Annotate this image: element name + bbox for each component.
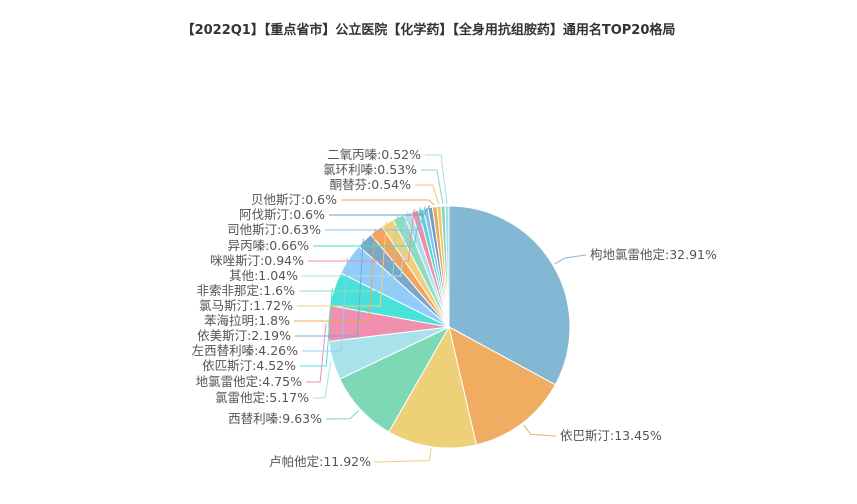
leader-line — [313, 207, 421, 247]
slice-label: 酮替芬:0.54% — [330, 177, 412, 192]
leader-line — [313, 361, 332, 399]
leader-line — [308, 208, 415, 262]
slice-label: 地氯雷他定:4.75% — [196, 374, 303, 389]
leader-line — [341, 199, 435, 206]
slice-labels: 枸地氯雷他定:32.91% 依巴斯汀:13.45% 卢帕他定:11.92% 西替利嗪:… — [192, 147, 717, 469]
leader-line — [329, 205, 431, 216]
leader-line — [294, 228, 376, 322]
slice-label: 司他斯汀:0.63% — [227, 222, 321, 237]
leader-line — [523, 424, 557, 437]
pie-slice[interactable] — [448, 326, 557, 446]
pie-slice[interactable] — [388, 325, 477, 449]
leader-line — [300, 288, 333, 367]
slice-label: 二氧丙嗪:0.52% — [327, 147, 421, 162]
slice-label: 其他:1.04% — [229, 268, 298, 283]
slice-label: 氯雷他定:5.17% — [215, 390, 309, 405]
slice-label: 依美斯汀:2.19% — [197, 328, 291, 343]
pie-slice[interactable] — [444, 205, 450, 328]
leader-line — [306, 323, 327, 383]
slice-label: 氯马斯汀:1.72% — [199, 298, 293, 313]
slice-label: 依巴斯汀:13.45% — [560, 428, 662, 443]
leader-line — [421, 169, 444, 205]
label-leader-lines — [294, 154, 587, 463]
slice-label: 阿伐斯汀:0.6% — [239, 207, 325, 222]
slice-label: 西替利嗪:9.63% — [228, 411, 322, 426]
slice-label: 枸地氯雷他定:32.91% — [590, 247, 717, 262]
leader-line — [325, 206, 426, 231]
leader-line — [299, 215, 399, 292]
slice-label: 卢帕他定:11.92% — [269, 454, 371, 469]
leader-line — [325, 410, 360, 420]
slice-label: 左西替利嗪:4.26% — [192, 343, 299, 358]
leader-line — [374, 448, 432, 463]
slice-label: 依匹斯汀:4.52% — [202, 358, 296, 373]
leader-line — [295, 238, 364, 337]
leader-line — [302, 257, 348, 352]
leader-line — [302, 211, 408, 277]
chart-title: 【2022Q1】【重点省市】公立医院【化学药】【全身用抗组胺药】通用名TOP20… — [181, 23, 676, 38]
slice-label: 咪唑斯汀:0.94% — [210, 253, 304, 268]
leader-line — [415, 184, 440, 205]
slice-label: 苯海拉明:1.8% — [204, 313, 290, 328]
leader-line — [554, 254, 587, 265]
leader-line — [297, 221, 387, 307]
pie-slices — [327, 205, 571, 449]
pie-slice[interactable] — [448, 205, 571, 386]
slice-label: 氯环利嗪:0.53% — [323, 162, 417, 177]
slice-label: 贝他斯汀:0.6% — [251, 192, 337, 207]
slice-label: 非索非那定:1.6% — [197, 283, 296, 298]
leader-line — [425, 154, 448, 205]
slice-label: 异丙嗪:0.66% — [228, 238, 310, 253]
